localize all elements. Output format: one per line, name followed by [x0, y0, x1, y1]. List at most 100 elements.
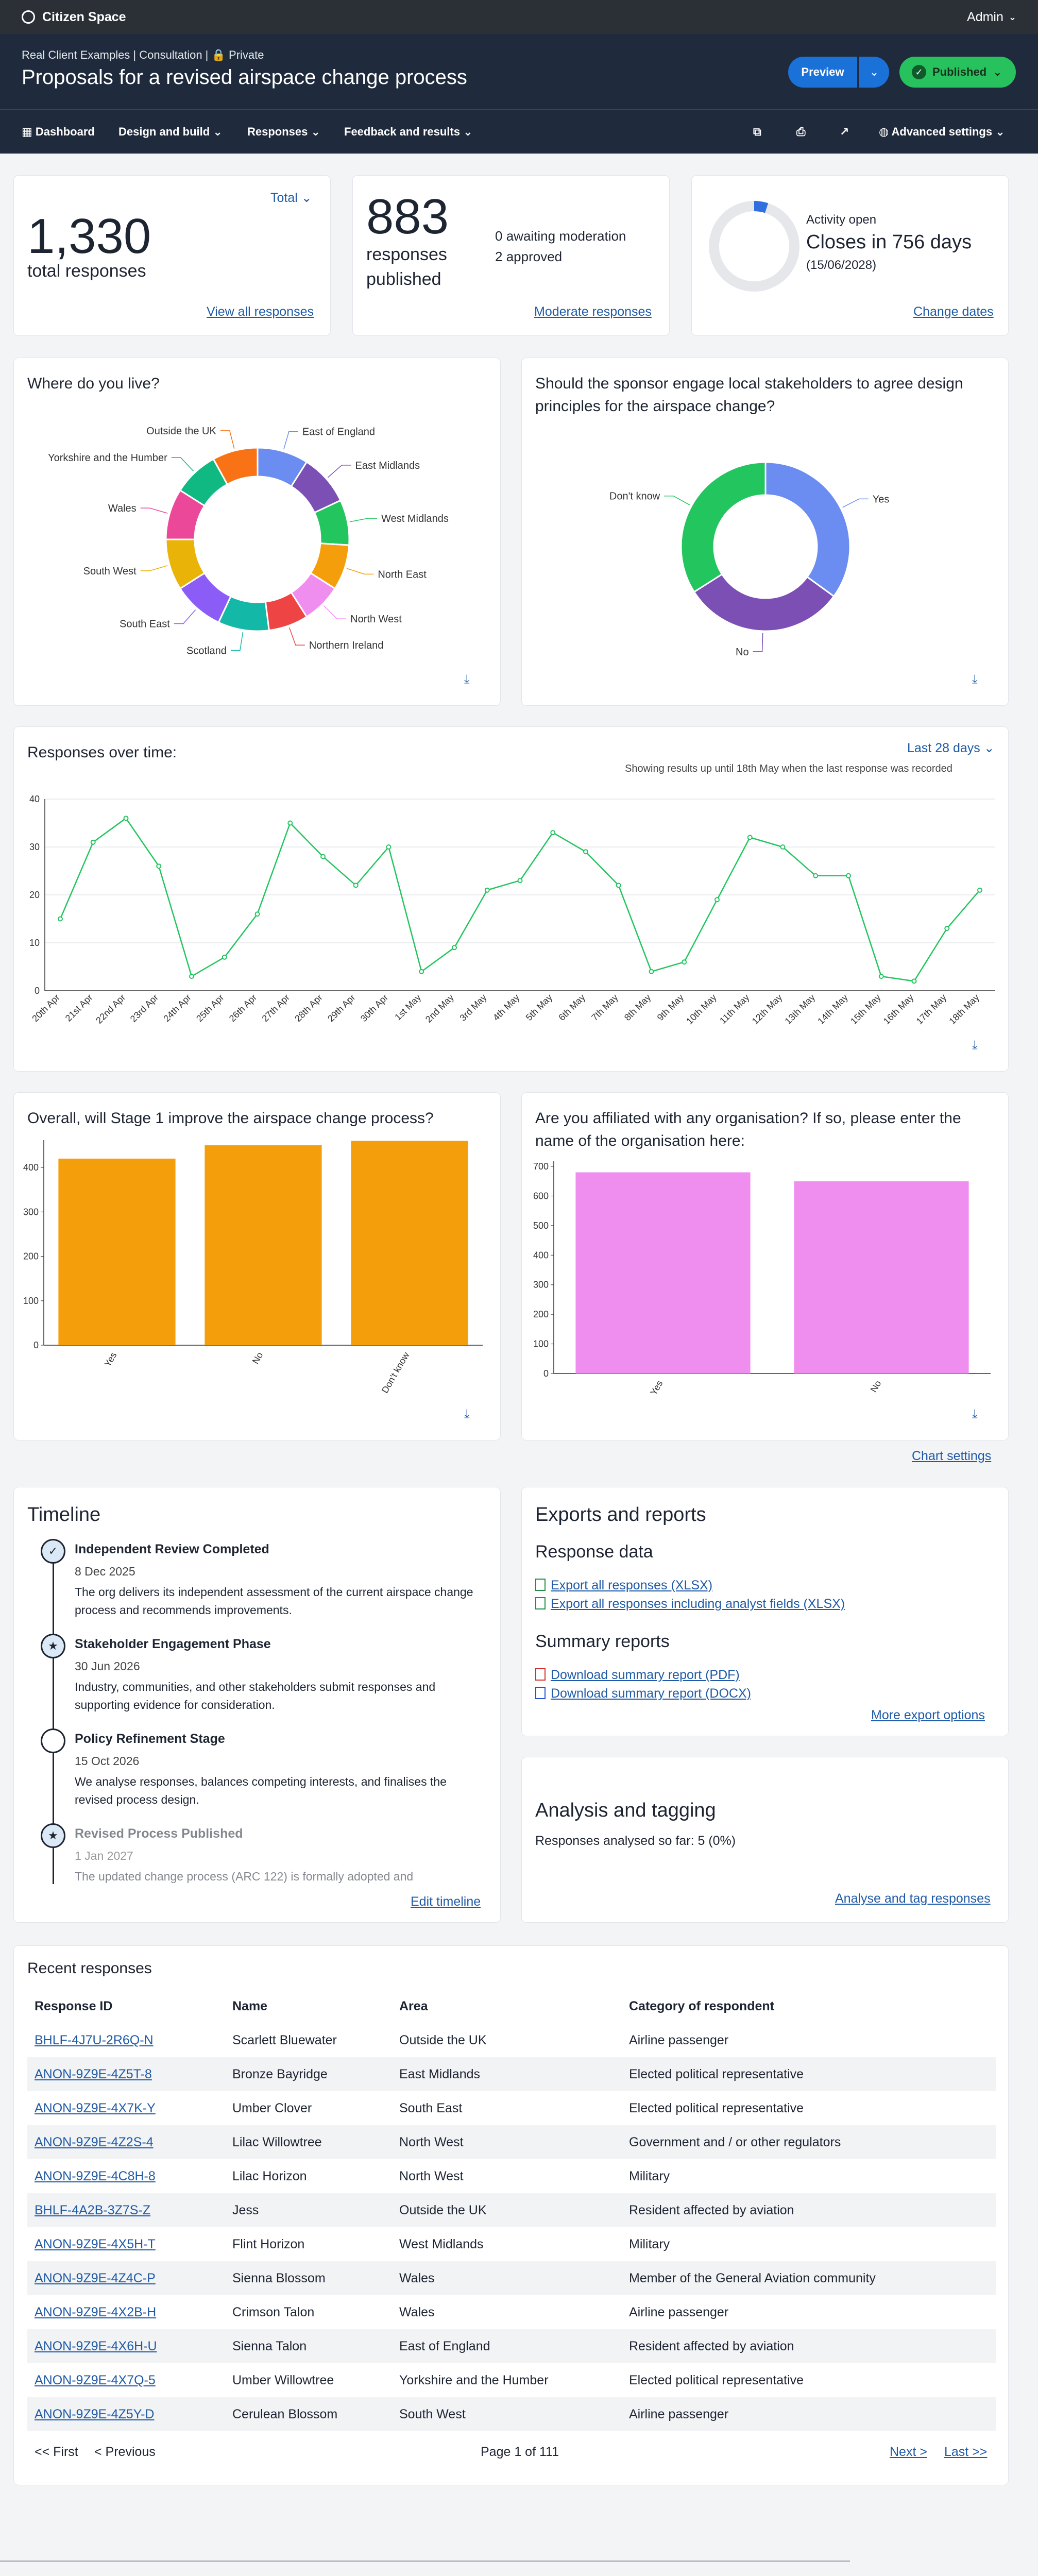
pagination-previous[interactable]: < Previous: [94, 2445, 156, 2459]
response-id-link[interactable]: ANON-9Z9E-4Z5Y-D: [35, 2406, 155, 2421]
table-row[interactable]: ANON-9Z9E-4Z4C-P Sienna Blossom Wales Membe…: [27, 2261, 996, 2295]
chart-settings-link[interactable]: Chart settings: [912, 1449, 992, 1463]
data-point[interactable]: [977, 887, 982, 893]
data-point[interactable]: [517, 878, 523, 884]
bar[interactable]: [58, 1158, 176, 1345]
edit-timeline-link[interactable]: Edit timeline: [411, 1894, 481, 1909]
download-icon[interactable]: ⤓: [972, 1038, 978, 1052]
response-id-link[interactable]: ANON-9Z9E-4C8H-8: [35, 2168, 156, 2183]
bar[interactable]: [575, 1172, 751, 1374]
response-id-link[interactable]: ANON-9Z9E-4X5H-T: [35, 2236, 156, 2251]
pagination-last[interactable]: Last >>: [944, 2445, 988, 2459]
data-point[interactable]: [911, 978, 917, 984]
export-analyst-xlsx-link[interactable]: Export all responses including analyst f…: [551, 1597, 845, 1611]
table-row[interactable]: ANON-9Z9E-4C8H-8 Lilac Horizon North West M…: [27, 2159, 996, 2193]
published-button[interactable]: ✓ Published ⌄: [899, 57, 1016, 88]
response-id-link[interactable]: ANON-9Z9E-4X7K-Y: [35, 2100, 156, 2115]
data-point[interactable]: [780, 844, 786, 850]
data-point[interactable]: [353, 883, 359, 888]
data-point[interactable]: [944, 926, 950, 931]
data-point[interactable]: [550, 830, 556, 836]
data-point[interactable]: [813, 873, 819, 878]
download-icon[interactable]: ⤓: [972, 672, 978, 686]
response-id-link[interactable]: ANON-9Z9E-4X2B-H: [35, 2304, 157, 2319]
total-selector[interactable]: Total ⌄: [270, 190, 312, 206]
data-point[interactable]: [156, 863, 162, 869]
data-point[interactable]: [583, 849, 588, 855]
pie-slice[interactable]: [212, 447, 259, 486]
preview-button[interactable]: Preview: [788, 57, 857, 88]
download-pdf-link[interactable]: Download summary report (PDF): [551, 1668, 740, 1682]
download-icon[interactable]: ⤓: [464, 672, 470, 686]
print-icon[interactable]: ⎙: [796, 125, 806, 138]
nav-dashboard[interactable]: ▦ Dashboard: [22, 125, 95, 139]
table-row[interactable]: ANON-9Z9E-4Z5Y-D Cerulean Blossom South We…: [27, 2397, 996, 2431]
data-point[interactable]: [878, 974, 884, 979]
data-point[interactable]: [649, 969, 654, 974]
analyse-and-tag-link[interactable]: Analyse and tag responses: [835, 1891, 991, 1906]
pie-slice[interactable]: [680, 461, 767, 593]
bar[interactable]: [351, 1141, 468, 1345]
response-id-link[interactable]: ANON-9Z9E-4X7Q-5: [35, 2372, 156, 2387]
data-point[interactable]: [386, 844, 392, 850]
table-row[interactable]: ANON-9Z9E-4X6H-U Sienna Talon East of Engl…: [27, 2329, 996, 2363]
change-dates-link[interactable]: Change dates: [913, 304, 994, 319]
data-point[interactable]: [254, 911, 260, 917]
data-point[interactable]: [419, 969, 424, 974]
data-point[interactable]: [189, 974, 194, 979]
nav-design-and-build[interactable]: Design and build ⌄: [118, 125, 223, 139]
download-icon[interactable]: ⤓: [972, 1407, 978, 1421]
external-link-icon[interactable]: ↗: [840, 125, 849, 138]
data-point[interactable]: [58, 916, 63, 922]
pagination-next[interactable]: Next >: [890, 2445, 927, 2459]
table-row[interactable]: ANON-9Z9E-4X7K-Y Umber Clover South East El…: [27, 2091, 996, 2125]
table-row[interactable]: ANON-9Z9E-4X5H-T Flint Horizon West Midlan…: [27, 2227, 996, 2261]
pie-slice[interactable]: [764, 461, 851, 598]
download-icon[interactable]: ⤓: [464, 1407, 470, 1421]
data-point[interactable]: [846, 873, 851, 878]
table-row[interactable]: ANON-9Z9E-4X7Q-5 Umber Willowtree Yorkshir…: [27, 2363, 996, 2397]
data-point[interactable]: [90, 839, 96, 845]
bar[interactable]: [205, 1145, 322, 1345]
pagination-first[interactable]: << First: [35, 2445, 78, 2459]
column-header[interactable]: Area: [399, 1998, 428, 2013]
data-point[interactable]: [484, 887, 490, 893]
moderate-responses-link[interactable]: Moderate responses: [534, 304, 652, 319]
advanced-settings[interactable]: ◍ Advanced settings ⌄: [879, 125, 1005, 139]
table-row[interactable]: ANON-9Z9E-4Z5T-8 Bronze Bayridge East Midl…: [27, 2057, 996, 2091]
download-docx-link[interactable]: Download summary report (DOCX): [551, 1686, 751, 1701]
table-row[interactable]: BHLF-4A2B-3Z7S-Z Jess Outside the UK Reside…: [27, 2193, 996, 2227]
view-all-responses-link[interactable]: View all responses: [207, 304, 314, 319]
copy-icon[interactable]: ⧉: [753, 125, 761, 138]
export-all-xlsx-link[interactable]: Export all responses (XLSX): [551, 1578, 713, 1592]
admin-menu[interactable]: Admin: [967, 9, 1003, 24]
column-header[interactable]: Name: [232, 1998, 268, 2013]
chevron-down-icon[interactable]: ⌄: [1008, 11, 1016, 22]
response-id-link[interactable]: ANON-9Z9E-4Z4C-P: [35, 2270, 156, 2285]
bar[interactable]: [794, 1181, 969, 1374]
data-point[interactable]: [616, 883, 621, 888]
table-row[interactable]: ANON-9Z9E-4Z2S-4 Lilac Willowtree North We…: [27, 2125, 996, 2159]
data-point[interactable]: [320, 854, 326, 859]
data-point[interactable]: [123, 816, 129, 821]
data-point[interactable]: [287, 820, 293, 826]
response-id-link[interactable]: ANON-9Z9E-4Z2S-4: [35, 2134, 154, 2149]
column-header[interactable]: Response ID: [35, 1998, 113, 2013]
pie-slice[interactable]: [693, 573, 835, 632]
table-row[interactable]: ANON-9Z9E-4X2B-H Crimson Talon Wales Airlin…: [27, 2295, 996, 2329]
more-export-options-link[interactable]: More export options: [871, 1708, 985, 1722]
nav-feedback-and-results[interactable]: Feedback and results ⌄: [344, 125, 473, 139]
response-id-link[interactable]: BHLF-4A2B-3Z7S-Z: [35, 2202, 151, 2217]
data-point[interactable]: [682, 959, 687, 965]
nav-responses[interactable]: Responses ⌄: [247, 125, 320, 139]
column-header[interactable]: Category of respondent: [629, 1998, 774, 2013]
range-selector[interactable]: Last 28 days ⌄: [907, 740, 995, 756]
response-id-link[interactable]: ANON-9Z9E-4X6H-U: [35, 2338, 157, 2353]
data-point[interactable]: [452, 945, 457, 951]
table-row[interactable]: BHLF-4J7U-2R6Q-N Scarlett Bluewater Outsid…: [27, 2023, 996, 2057]
data-point[interactable]: [222, 954, 227, 960]
data-point[interactable]: [747, 835, 753, 840]
preview-dropdown-chevron-icon[interactable]: ⌄: [859, 57, 889, 88]
response-id-link[interactable]: ANON-9Z9E-4Z5T-8: [35, 2066, 152, 2081]
response-id-link[interactable]: BHLF-4J7U-2R6Q-N: [35, 2032, 154, 2047]
